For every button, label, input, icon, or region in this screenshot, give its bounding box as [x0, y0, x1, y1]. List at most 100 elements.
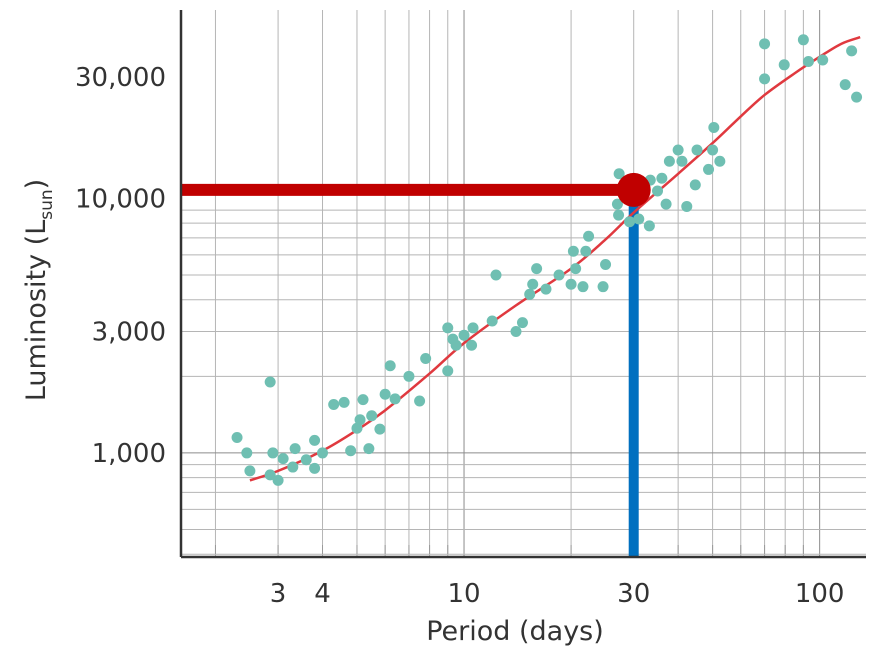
data-point [389, 393, 401, 405]
data-point [287, 461, 299, 473]
data-point [851, 91, 863, 103]
data-point [567, 245, 579, 257]
data-point [759, 38, 771, 50]
data-point [565, 278, 577, 290]
data-point [611, 198, 623, 210]
data-point [643, 220, 655, 232]
data-point [707, 144, 719, 156]
data-point [660, 198, 672, 210]
data-point [272, 474, 284, 486]
data-point [597, 281, 609, 293]
data-point [277, 453, 289, 465]
data-point [328, 398, 340, 410]
x-tick-labels: 3 4 10 30 100 [270, 579, 845, 609]
data-point [414, 395, 426, 407]
data-point [403, 370, 415, 382]
fit-curve [249, 36, 861, 482]
data-point [354, 414, 366, 426]
data-point [345, 445, 357, 457]
x-tick-label: 4 [314, 579, 331, 609]
data-point [527, 278, 539, 290]
data-point [759, 73, 771, 85]
y-tick-label: 3,000 [92, 317, 166, 347]
data-point [570, 263, 582, 275]
fit-curve-group [249, 36, 861, 482]
y-axis-title-subscript: sun [37, 189, 57, 219]
data-point [458, 329, 470, 341]
data-point [244, 465, 256, 477]
data-point [309, 462, 321, 474]
data-point [708, 121, 720, 133]
data-point [633, 213, 645, 225]
data-point [846, 45, 858, 57]
data-point [516, 317, 528, 329]
y-tick-label: 30,000 [75, 63, 166, 93]
data-point [351, 422, 363, 434]
x-tick-label: 3 [270, 579, 287, 609]
data-point [384, 360, 396, 372]
data-point [714, 155, 726, 167]
data-point [442, 322, 454, 334]
data-point [778, 59, 790, 71]
x-tick-label: 100 [795, 579, 845, 609]
data-point [366, 410, 378, 422]
y-axis-title-close: ) [21, 179, 52, 190]
data-point [450, 339, 462, 351]
data-point [656, 172, 668, 184]
y-axis-title: Luminosity (Lsun) [21, 179, 57, 401]
data-point [624, 216, 636, 228]
data-point [300, 454, 312, 466]
highlight-guides [181, 183, 639, 557]
data-point [241, 447, 253, 459]
y-tick-label: 10,000 [75, 184, 166, 214]
data-point [357, 394, 369, 406]
data-point [689, 179, 701, 191]
y-tick-label: 1,000 [92, 439, 166, 469]
data-point [613, 209, 625, 221]
data-points [231, 34, 863, 486]
data-point [802, 56, 814, 68]
data-point [338, 396, 350, 408]
data-point [531, 263, 543, 275]
data-point [267, 447, 279, 459]
data-point [264, 376, 276, 388]
data-point [797, 34, 809, 46]
data-point [652, 185, 664, 197]
data-point [317, 447, 329, 459]
data-point [839, 79, 851, 91]
data-point [540, 283, 552, 295]
data-point [524, 288, 536, 300]
data-point [510, 325, 522, 337]
y-axis-title-main: Luminosity (L [21, 220, 52, 401]
data-point [580, 245, 592, 257]
data-point [817, 54, 829, 66]
data-point [691, 144, 703, 156]
data-point [672, 144, 684, 156]
data-point [466, 339, 478, 351]
x-tick-label: 10 [447, 579, 480, 609]
data-point [553, 269, 565, 281]
data-point [703, 163, 715, 175]
data-point [374, 423, 386, 435]
data-point [577, 281, 589, 293]
data-point [676, 155, 688, 167]
data-point [289, 443, 301, 455]
data-point [600, 259, 612, 271]
data-point [486, 315, 498, 327]
data-point [264, 469, 276, 481]
data-point [442, 365, 454, 377]
highlight-point [616, 172, 651, 207]
x-tick-label: 30 [617, 579, 650, 609]
data-point [613, 168, 625, 180]
axes [179, 10, 866, 559]
data-point [583, 230, 595, 242]
data-point [309, 434, 321, 446]
data-point [231, 431, 243, 443]
data-point [467, 322, 479, 334]
data-point [681, 200, 693, 212]
y-tick-labels: 1,000 3,000 10,000 30,000 [75, 63, 166, 469]
data-point [379, 388, 391, 400]
grid [181, 10, 866, 557]
x-axis-title: Period (days) [426, 616, 604, 647]
